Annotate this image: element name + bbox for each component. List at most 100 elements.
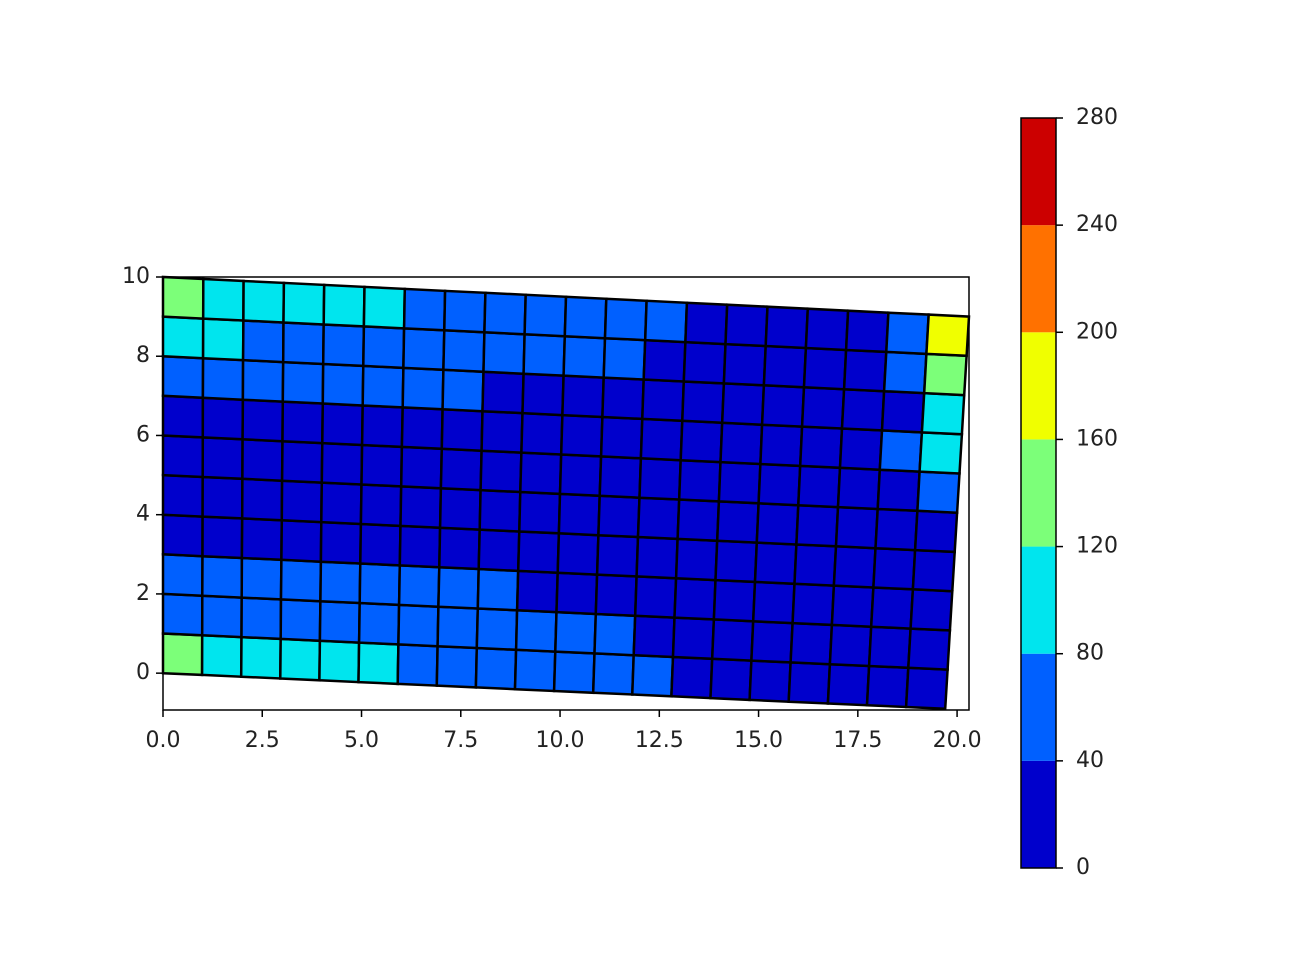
mesh-cell	[673, 576, 717, 621]
mesh-cell	[318, 639, 361, 684]
mesh-cell	[201, 436, 244, 481]
mesh-cell	[241, 358, 285, 403]
mesh-cell	[906, 627, 952, 671]
colorbar-segment	[1021, 546, 1056, 654]
mesh-cell	[161, 434, 205, 479]
mesh-cell	[513, 648, 557, 693]
y-tick-label: 10	[122, 264, 150, 289]
mesh-cell	[865, 664, 910, 709]
mesh-cell	[438, 526, 481, 571]
mesh-cell	[717, 460, 762, 505]
mesh-cell	[477, 528, 521, 573]
mesh-cell	[438, 486, 482, 531]
mesh-cell	[554, 610, 598, 655]
mesh-cell	[641, 378, 686, 423]
mesh-cell	[920, 391, 966, 436]
x-tick-label: 15.0	[734, 728, 783, 753]
y-tick-label: 6	[136, 422, 150, 447]
mesh-cell	[677, 458, 722, 503]
mesh-cell	[918, 431, 964, 475]
mesh-cell	[844, 309, 890, 354]
mesh-cell	[597, 494, 641, 539]
mesh-cell	[241, 398, 285, 443]
mesh-cell	[764, 305, 810, 350]
mesh-cell	[521, 372, 565, 417]
mesh-cell	[561, 374, 605, 419]
mesh-cell	[679, 419, 724, 464]
mesh-cell	[357, 641, 400, 686]
colorbar-tick-label: 0	[1076, 855, 1090, 880]
mesh-cell	[720, 382, 766, 427]
plot-frame	[162, 276, 970, 711]
mesh-cell	[401, 366, 445, 411]
mesh-cell	[279, 558, 323, 603]
mesh-cell	[321, 402, 364, 447]
mesh-cell	[362, 285, 407, 330]
x-tick-label: 5.0	[344, 728, 379, 753]
mesh-cell	[562, 334, 607, 379]
mesh-cell	[481, 370, 525, 415]
mesh-cell	[684, 301, 729, 346]
mesh-cell	[876, 468, 921, 513]
mesh-cell	[280, 518, 323, 564]
mesh-cell	[357, 601, 401, 646]
colorbar-tick-label: 240	[1076, 212, 1118, 237]
mesh-cell	[681, 380, 726, 425]
mesh-cell	[867, 625, 912, 670]
colorbar-segment	[1021, 760, 1056, 868]
y-tick-label: 8	[136, 343, 150, 368]
mesh-cell	[161, 473, 204, 518]
mesh-cell	[360, 443, 404, 488]
mesh-cell	[442, 328, 486, 374]
mesh-cell	[916, 470, 961, 515]
mesh-cell	[397, 564, 441, 609]
mesh-cell	[319, 520, 363, 565]
mesh-cell	[789, 621, 834, 666]
mesh-cell	[318, 599, 361, 644]
colorbar-tick-label: 40	[1076, 748, 1104, 773]
mesh-cell	[161, 513, 204, 558]
mesh-cell	[558, 453, 603, 498]
mesh-cell	[358, 562, 402, 607]
mesh-cell	[161, 592, 204, 637]
mesh-cell	[760, 383, 806, 428]
mesh-cell	[201, 356, 245, 402]
mesh-cell	[559, 413, 604, 458]
mesh-cell	[441, 368, 485, 413]
mesh-cell	[791, 582, 836, 627]
mesh-cell	[753, 541, 798, 586]
mesh-cell	[239, 635, 282, 680]
mesh-cell	[281, 400, 325, 445]
mesh-cell	[598, 455, 643, 500]
mesh-cell	[836, 466, 882, 511]
mesh-cell	[281, 360, 325, 405]
mesh-cell	[869, 586, 915, 630]
colorbar-tick-label: 280	[1076, 105, 1118, 130]
mesh-cell	[802, 346, 848, 391]
colorbar-tick-label: 120	[1076, 534, 1118, 559]
mesh-cell	[674, 537, 719, 582]
mesh-cell	[281, 321, 325, 366]
mesh-cell	[161, 394, 205, 439]
mesh-cell	[483, 291, 527, 336]
mesh-cell	[319, 560, 362, 605]
mesh-cell	[200, 594, 243, 639]
mesh-cell	[516, 530, 561, 575]
mesh-cell	[360, 404, 404, 449]
mesh-cell	[399, 445, 444, 490]
x-tick-label: 7.5	[443, 728, 478, 753]
mesh-cell	[320, 481, 363, 526]
mesh-cell	[437, 565, 480, 610]
mesh-cell	[714, 539, 759, 584]
mesh-cell	[599, 415, 644, 460]
mesh-cell	[840, 387, 886, 432]
mesh-cell	[593, 612, 637, 657]
mesh-cell	[359, 483, 403, 528]
x-tick-label: 20.0	[933, 728, 982, 753]
mesh-cell	[635, 535, 679, 580]
mesh-cell	[201, 317, 245, 362]
mesh-cell	[397, 603, 440, 648]
mesh-cell	[715, 500, 760, 544]
x-tick-label: 12.5	[635, 728, 684, 753]
mesh-cell	[362, 325, 406, 370]
